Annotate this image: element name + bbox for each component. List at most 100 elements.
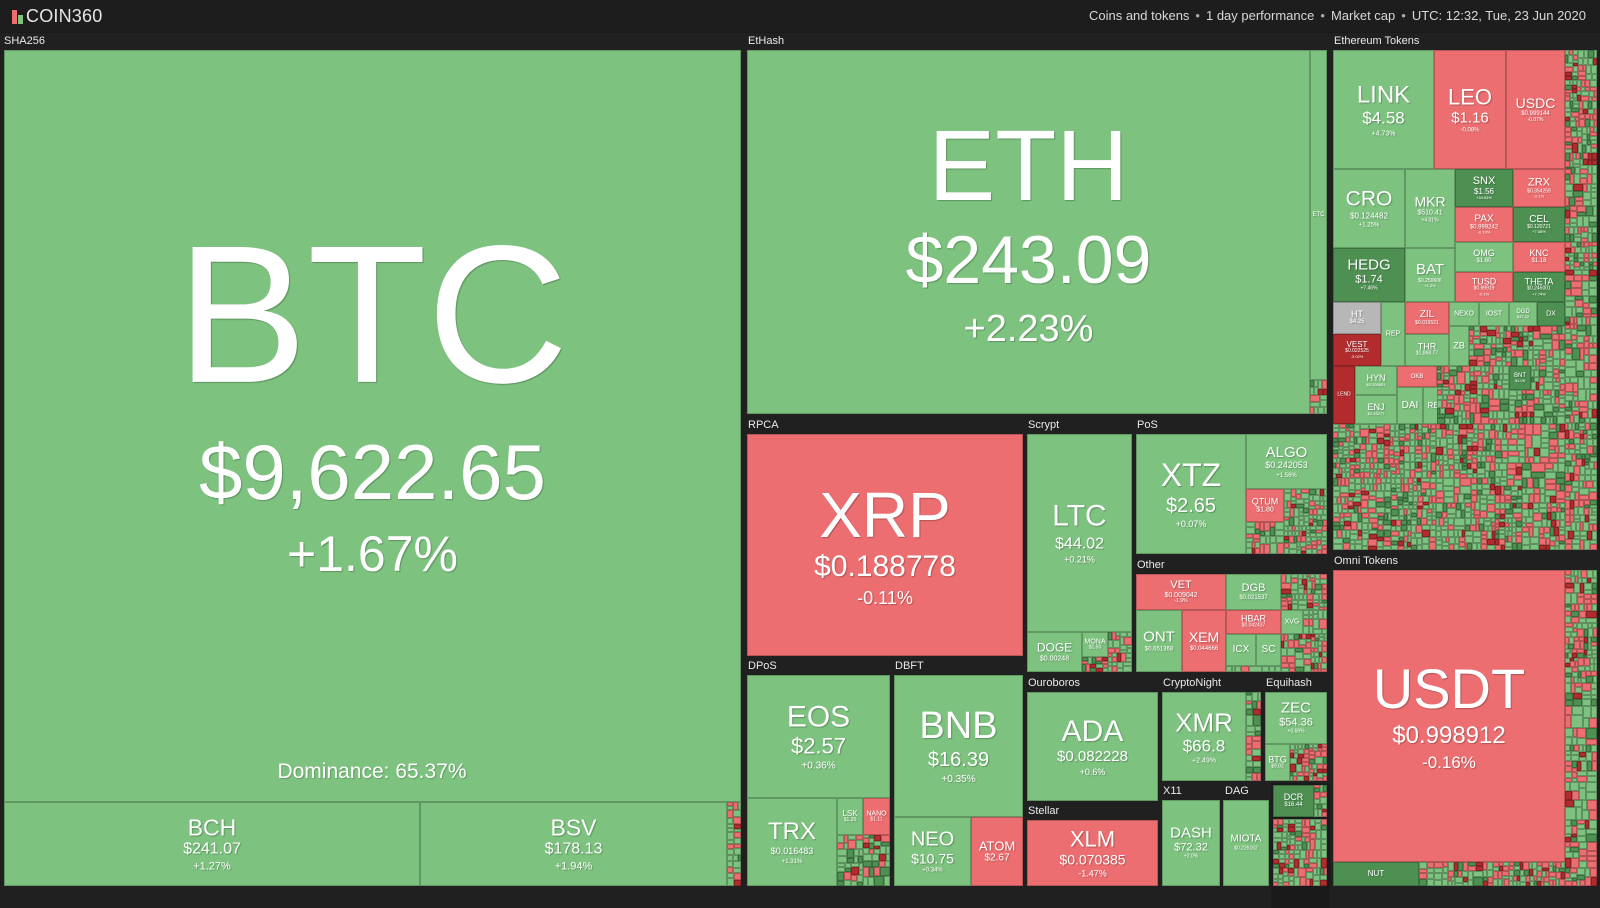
coin-tile-pax[interactable]: PAX $0.999242 -0.19% <box>1455 207 1513 242</box>
coin-tile-bnb[interactable]: BNB $16.39 +0.35% <box>894 675 1023 817</box>
coin-tile-snx[interactable]: SNX $1.56 +34.63% <box>1455 169 1513 207</box>
coin-tile-xmr[interactable]: XMR $66.8 +2.49% <box>1162 692 1246 781</box>
coin-tile-eth[interactable]: ETH $243.09 +2.23% <box>747 50 1310 414</box>
coin-tile-btc[interactable]: BTC $9,622.65 +1.67% <box>4 50 741 802</box>
small-coins-other[interactable] <box>1281 574 1327 610</box>
coin-tile-lsk[interactable]: LSK $1.25 <box>837 798 863 835</box>
coin-tile-cro[interactable]: CRO $0.124482 +1.25% <box>1333 169 1405 248</box>
small-coins-misc-2[interactable] <box>1273 819 1327 886</box>
tile-change: -1.9% <box>1174 597 1188 604</box>
small-coins-sha256[interactable] <box>727 802 741 886</box>
small-coins-eth-tokens-a[interactable] <box>1437 366 1509 424</box>
coin-tile-omg[interactable]: OMG $1.60 <box>1455 242 1513 272</box>
tile-symbol: EOS <box>786 699 851 733</box>
coin-tile-theta[interactable]: THETA $0.245001 +7.74% <box>1513 272 1565 302</box>
tile-change: +0.34% <box>922 867 943 874</box>
small-coins-eth-tokens-d[interactable] <box>1333 424 1565 550</box>
small-coins-equihash[interactable] <box>1290 744 1327 781</box>
coin-tile-rep[interactable]: REP <box>1381 302 1405 366</box>
coin-tile-neo[interactable]: NEO $10.75 +0.34% <box>894 817 971 886</box>
small-coins-other-3[interactable] <box>1281 634 1327 672</box>
coin-tile-zb[interactable]: ZB <box>1449 326 1469 366</box>
coin-tile-iost[interactable]: IOST <box>1479 302 1509 326</box>
coin360-logo[interactable]: COIN360 <box>12 6 102 27</box>
coin-tile-ada[interactable]: ADA $0.082228 +0.6% <box>1027 692 1158 801</box>
coin-tile-nexo[interactable]: NEXO <box>1449 302 1479 326</box>
coin-tile-dgb[interactable]: DGB $0.021537 <box>1226 574 1281 610</box>
coin-tile-enj[interactable]: ENJ $0.15277 <box>1355 395 1397 424</box>
small-coins-other-2[interactable] <box>1303 610 1327 634</box>
coin-tile-dai[interactable]: DAI <box>1397 387 1423 424</box>
coin-tile-hedg[interactable]: HEDG $1.74 +7.46% <box>1333 248 1405 302</box>
coin-tile-atom[interactable]: ATOM $2.67 <box>971 817 1023 886</box>
coin-tile-zec[interactable]: ZEC $54.36 +3.69% <box>1265 692 1327 744</box>
coin-tile-okb[interactable]: OKB <box>1397 366 1437 387</box>
coin-tile-cel[interactable]: CEL $0.120721 +7.68% <box>1513 207 1565 242</box>
coin-tile-vet[interactable]: VET $0.009042 -1.9% <box>1136 574 1226 610</box>
coin-tile-dash[interactable]: DASH $72.32 +2.0% <box>1162 800 1220 886</box>
coin-tile-usdc[interactable]: USDC $0.999144 -0.07% <box>1506 50 1565 169</box>
coin-tile-mkr[interactable]: MKR $510.41 +4.01% <box>1405 169 1455 248</box>
small-coins-other-4[interactable] <box>1226 666 1281 672</box>
coin-tile-lend[interactable]: LEND <box>1333 366 1355 424</box>
coin-tile-miota[interactable]: MIOTA $0.226162 <box>1223 800 1269 886</box>
coin-tile-trx[interactable]: TRX $0.016483 +1.31% <box>747 798 837 886</box>
coin-tile-zrx[interactable]: ZRX $0.354259 -2.1% <box>1513 169 1565 207</box>
coin-tile-sc[interactable]: SC <box>1256 634 1281 666</box>
small-coins-misc-1[interactable] <box>1314 785 1327 817</box>
coin-tile-xvg[interactable]: XVG <box>1281 610 1303 634</box>
small-coins-eth-tokens-b[interactable] <box>1509 390 1565 424</box>
small-coins-pos-2[interactable] <box>1246 522 1284 554</box>
small-coins-cryptonight[interactable] <box>1246 692 1261 781</box>
small-coins-omni-bottom[interactable] <box>1419 862 1565 886</box>
coin-tile-icx[interactable]: ICX <box>1226 634 1256 666</box>
coin-tile-knc[interactable]: KNC $1.18 <box>1513 242 1565 272</box>
coin-tile-bsv[interactable]: BSV $178.13 +1.94% <box>420 802 727 886</box>
small-coins-omni-right[interactable] <box>1565 570 1597 886</box>
coin-tile-eos[interactable]: EOS $2.57 +0.36% <box>747 675 890 798</box>
coin-tile-xem[interactable]: XEM $0.044666 <box>1182 610 1226 672</box>
coin-tile-usdt[interactable]: USDT $0.998912 -0.16% <box>1333 570 1565 862</box>
small-coins-eth-tokens-c[interactable] <box>1531 366 1565 390</box>
coin-tile-ont[interactable]: ONT $0.651368 <box>1136 610 1182 672</box>
coin-tile-algo[interactable]: ALGO $0.242053 +1.56% <box>1246 434 1327 489</box>
view-filter[interactable]: Coins and tokens <box>1088 8 1190 23</box>
coin-tile-ltc[interactable]: LTC $44.02 +0.21% <box>1027 434 1132 632</box>
coin-tile-qtum[interactable]: QTUM $1.80 <box>1246 489 1284 522</box>
small-coins-dpos[interactable] <box>837 835 890 886</box>
coin-tile-bch[interactable]: BCH $241.07 +1.27% <box>4 802 420 886</box>
coin-tile-xtz[interactable]: XTZ $2.65 +0.07% <box>1136 434 1246 554</box>
metric-filter[interactable]: Market cap <box>1330 8 1396 23</box>
coin-tile-tusd[interactable]: TUSD $0.99919 -0.1% <box>1455 272 1513 302</box>
coin-tile-xrp[interactable]: XRP $0.188778 -0.11% <box>747 434 1023 656</box>
coin-tile-dcr[interactable]: DCR $16.44 <box>1273 785 1314 817</box>
small-coins-pos[interactable] <box>1284 489 1327 554</box>
period-filter[interactable]: 1 day performance <box>1205 8 1315 23</box>
coin-tile-bat[interactable]: BAT $0.250606 +1.2% <box>1405 248 1455 302</box>
coin-tile-zil[interactable]: ZIL $0.019521 <box>1405 302 1449 334</box>
tile-change: +2.49% <box>1192 756 1216 764</box>
coin-tile-link[interactable]: LINK $4.58 +4.73% <box>1333 50 1434 169</box>
coin-tile-doge[interactable]: DOGE $0.00248 <box>1027 632 1082 672</box>
coin-tile-nano[interactable]: NANO $1.11 <box>863 798 890 835</box>
coin-tile-xlm[interactable]: XLM $0.070385 -1.47% <box>1027 820 1158 886</box>
coin-tile-thr[interactable]: THR $1,868.77 <box>1405 334 1449 366</box>
coin-tile-hbar[interactable]: HBAR $0.042437 <box>1226 610 1281 634</box>
group-label-sha256: SHA256 <box>4 35 45 47</box>
coin-tile-bnt[interactable]: BNT $1.09 <box>1509 366 1531 390</box>
small-coins-scrypt[interactable] <box>1108 632 1132 672</box>
coin-tile-hyn[interactable]: HYN $0.326651 <box>1355 366 1397 395</box>
coin-tile-dgd[interactable]: DGD $47.22 <box>1509 302 1537 326</box>
coin-tile-btg[interactable]: BTG $9.02 <box>1265 744 1290 781</box>
coin-tile-vest[interactable]: VEST $0.022525 -3.02% <box>1333 334 1381 366</box>
coin-tile-etc[interactable]: ETC <box>1310 50 1327 380</box>
coin-tile-dx[interactable]: DX <box>1537 302 1565 326</box>
coin-tile-mona[interactable]: MONA $1.50 <box>1082 632 1108 657</box>
coin-tile-leo[interactable]: LEO $1.16 -0.08% <box>1434 50 1506 169</box>
small-coins-scrypt-2[interactable] <box>1082 657 1108 672</box>
coin-tile-nut[interactable]: NUT <box>1333 862 1419 886</box>
small-coins-eth-tokens-mid[interactable] <box>1469 326 1565 366</box>
small-coins-eth-tokens-right[interactable] <box>1565 50 1597 550</box>
small-coins-ethash[interactable] <box>1310 380 1327 414</box>
coin-tile-ht[interactable]: HT $4.25 <box>1333 302 1381 334</box>
